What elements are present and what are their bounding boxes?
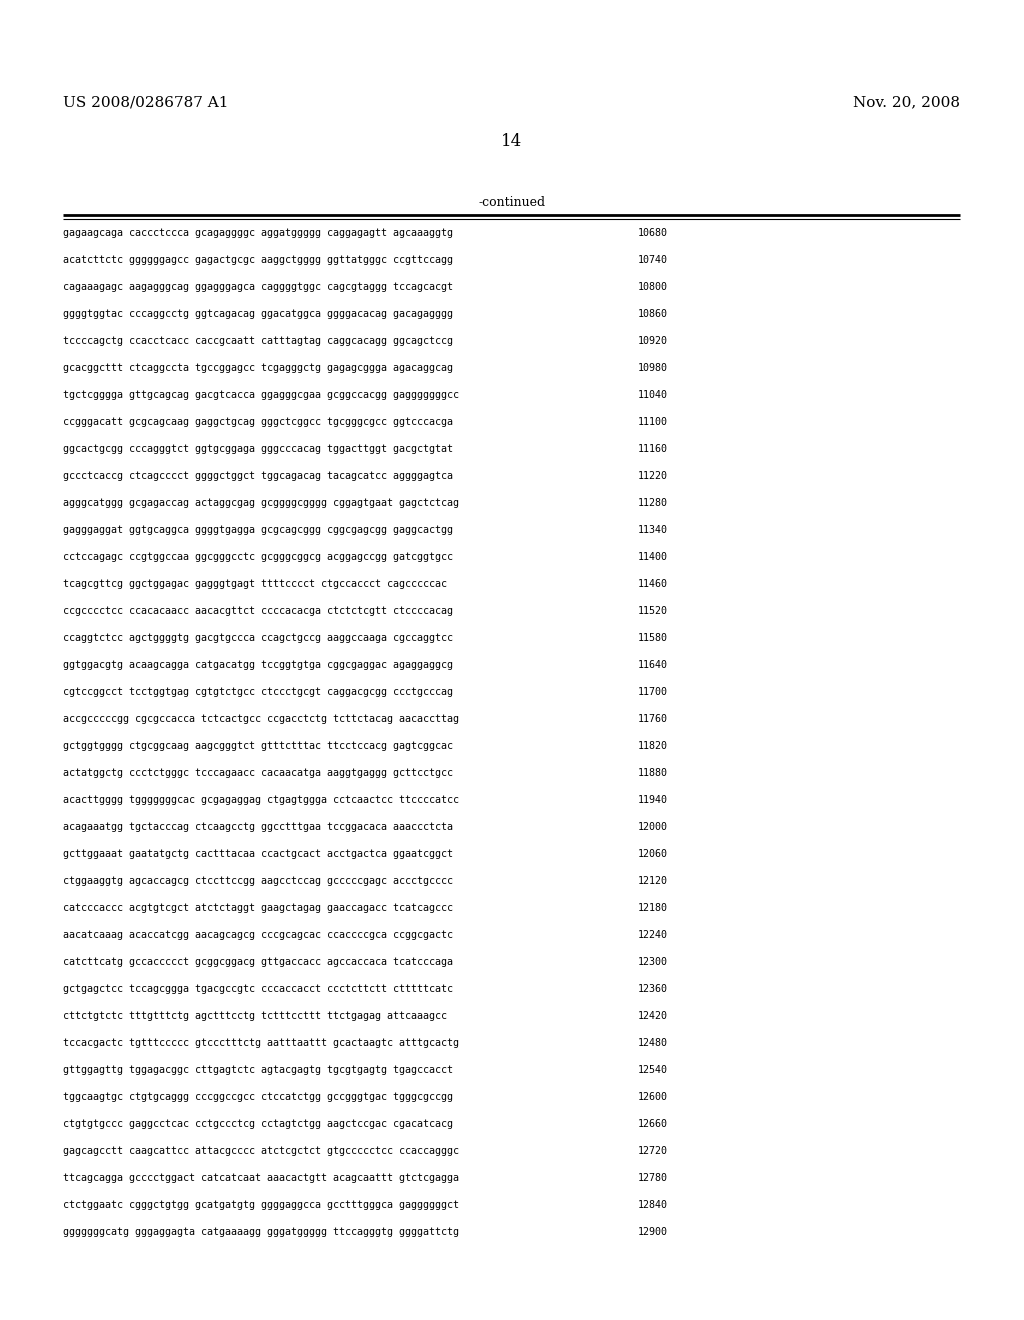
Text: gctgagctcc tccagcggga tgacgccgtc cccaccacct ccctcttctt ctttttcatc: gctgagctcc tccagcggga tgacgccgtc cccacca…: [63, 983, 453, 994]
Text: 12780: 12780: [638, 1173, 668, 1183]
Text: ccgcccctcc ccacacaacc aacacgttct ccccacacga ctctctcgtt ctccccacag: ccgcccctcc ccacacaacc aacacgttct ccccaca…: [63, 606, 453, 616]
Text: tcagcgttcg ggctggagac gagggtgagt ttttcccct ctgccaccct cagcccccac: tcagcgttcg ggctggagac gagggtgagt ttttccc…: [63, 579, 447, 589]
Text: 12300: 12300: [638, 957, 668, 968]
Text: tggcaagtgc ctgtgcaggg cccggccgcc ctccatctgg gccgggtgac tgggcgccgg: tggcaagtgc ctgtgcaggg cccggccgcc ctccatc…: [63, 1092, 453, 1102]
Text: 11040: 11040: [638, 389, 668, 400]
Text: actatggctg ccctctgggc tcccagaacc cacaacatga aaggtgaggg gcttcctgcc: actatggctg ccctctgggc tcccagaacc cacaaca…: [63, 768, 453, 777]
Text: 10860: 10860: [638, 309, 668, 319]
Text: 11340: 11340: [638, 525, 668, 535]
Text: 11460: 11460: [638, 579, 668, 589]
Text: 11880: 11880: [638, 768, 668, 777]
Text: 10680: 10680: [638, 228, 668, 238]
Text: 11520: 11520: [638, 606, 668, 616]
Text: gagggaggat ggtgcaggca ggggtgagga gcgcagcggg cggcgagcgg gaggcactgg: gagggaggat ggtgcaggca ggggtgagga gcgcagc…: [63, 525, 453, 535]
Text: 12720: 12720: [638, 1146, 668, 1156]
Text: ctctggaatc cgggctgtgg gcatgatgtg ggggaggcca gcctttgggca gaggggggct: ctctggaatc cgggctgtgg gcatgatgtg ggggagg…: [63, 1200, 459, 1210]
Text: Nov. 20, 2008: Nov. 20, 2008: [853, 95, 961, 110]
Text: 12660: 12660: [638, 1119, 668, 1129]
Text: 12600: 12600: [638, 1092, 668, 1102]
Text: accgcccccgg cgcgccacca tctcactgcc ccgacctctg tcttctacag aacaccttag: accgcccccgg cgcgccacca tctcactgcc ccgacc…: [63, 714, 459, 723]
Text: 12000: 12000: [638, 822, 668, 832]
Text: ctggaaggtg agcaccagcg ctccttccgg aagcctccag gcccccgagc accctgcccc: ctggaaggtg agcaccagcg ctccttccgg aagcctc…: [63, 876, 453, 886]
Text: 12120: 12120: [638, 876, 668, 886]
Text: 10920: 10920: [638, 337, 668, 346]
Text: ttcagcagga gcccctggact catcatcaat aaacactgtt acagcaattt gtctcgagga: ttcagcagga gcccctggact catcatcaat aaacac…: [63, 1173, 459, 1183]
Text: 12540: 12540: [638, 1065, 668, 1074]
Text: catcccaccc acgtgtcgct atctctaggt gaagctagag gaaccagacc tcatcagccc: catcccaccc acgtgtcgct atctctaggt gaagcta…: [63, 903, 453, 913]
Text: 11940: 11940: [638, 795, 668, 805]
Text: 12840: 12840: [638, 1200, 668, 1210]
Text: acagaaatgg tgctacccag ctcaagcctg ggcctttgaa tccggacaca aaaccctcta: acagaaatgg tgctacccag ctcaagcctg ggccttt…: [63, 822, 453, 832]
Text: ccgggacatt gcgcagcaag gaggctgcag gggctcggcc tgcgggcgcc ggtcccacga: ccgggacatt gcgcagcaag gaggctgcag gggctcg…: [63, 417, 453, 426]
Text: agggcatggg gcgagaccag actaggcgag gcggggcgggg cggagtgaat gagctctcag: agggcatggg gcgagaccag actaggcgag gcggggc…: [63, 498, 459, 508]
Text: gttggagttg tggagacggc cttgagtctc agtacgagtg tgcgtgagtg tgagccacct: gttggagttg tggagacggc cttgagtctc agtacga…: [63, 1065, 453, 1074]
Text: ggtggacgtg acaagcagga catgacatgg tccggtgtga cggcgaggac agaggaggcg: ggtggacgtg acaagcagga catgacatgg tccggtg…: [63, 660, 453, 671]
Text: 12060: 12060: [638, 849, 668, 859]
Text: ggcactgcgg cccagggtct ggtgcggaga gggcccacag tggacttggt gacgctgtat: ggcactgcgg cccagggtct ggtgcggaga gggccca…: [63, 444, 453, 454]
Text: gagcagcctt caagcattcc attacgcccc atctcgctct gtgccccctcc ccaccagggc: gagcagcctt caagcattcc attacgcccc atctcgc…: [63, 1146, 459, 1156]
Text: 12240: 12240: [638, 931, 668, 940]
Text: 11400: 11400: [638, 552, 668, 562]
Text: US 2008/0286787 A1: US 2008/0286787 A1: [63, 95, 228, 110]
Text: cgtccggcct tcctggtgag cgtgtctgcc ctccctgcgt caggacgcgg ccctgcccag: cgtccggcct tcctggtgag cgtgtctgcc ctccctg…: [63, 686, 453, 697]
Text: aacatcaaag acaccatcgg aacagcagcg cccgcagcac ccaccccgca ccggcgactc: aacatcaaag acaccatcgg aacagcagcg cccgcag…: [63, 931, 453, 940]
Text: 11820: 11820: [638, 741, 668, 751]
Text: cctccagagc ccgtggccaa ggcgggcctc gcgggcggcg acggagccgg gatcggtgcc: cctccagagc ccgtggccaa ggcgggcctc gcgggcg…: [63, 552, 453, 562]
Text: 12900: 12900: [638, 1228, 668, 1237]
Text: gcacggcttt ctcaggccta tgccggagcc tcgagggctg gagagcggga agacaggcag: gcacggcttt ctcaggccta tgccggagcc tcgaggg…: [63, 363, 453, 374]
Text: ggggtggtac cccaggcctg ggtcagacag ggacatggca ggggacacag gacagagggg: ggggtggtac cccaggcctg ggtcagacag ggacatg…: [63, 309, 453, 319]
Text: ccaggtctcc agctggggtg gacgtgccca ccagctgccg aaggccaaga cgccaggtcc: ccaggtctcc agctggggtg gacgtgccca ccagctg…: [63, 634, 453, 643]
Text: tccccagctg ccacctcacc caccgcaatt catttagtag caggcacagg ggcagctccg: tccccagctg ccacctcacc caccgcaatt catttag…: [63, 337, 453, 346]
Text: tgctcgggga gttgcagcag gacgtcacca ggagggcgaa gcggccacgg gagggggggcc: tgctcgggga gttgcagcag gacgtcacca ggagggc…: [63, 389, 459, 400]
Text: 11700: 11700: [638, 686, 668, 697]
Text: 10740: 10740: [638, 255, 668, 265]
Text: 12420: 12420: [638, 1011, 668, 1020]
Text: 14: 14: [502, 133, 522, 150]
Text: 11280: 11280: [638, 498, 668, 508]
Text: gcttggaaat gaatatgctg cactttacaa ccactgcact acctgactca ggaatcggct: gcttggaaat gaatatgctg cactttacaa ccactgc…: [63, 849, 453, 859]
Text: 10980: 10980: [638, 363, 668, 374]
Text: 11160: 11160: [638, 444, 668, 454]
Text: gctggtgggg ctgcggcaag aagcgggtct gtttctttac ttcctccacg gagtcggcac: gctggtgggg ctgcggcaag aagcgggtct gtttctt…: [63, 741, 453, 751]
Text: 12180: 12180: [638, 903, 668, 913]
Text: acatcttctc ggggggagcc gagactgcgc aaggctgggg ggttatgggc ccgttccagg: acatcttctc ggggggagcc gagactgcgc aaggctg…: [63, 255, 453, 265]
Text: 12360: 12360: [638, 983, 668, 994]
Text: gggggggcatg gggaggagta catgaaaagg gggatggggg ttccagggtg ggggattctg: gggggggcatg gggaggagta catgaaaagg gggatg…: [63, 1228, 459, 1237]
Text: cttctgtctc tttgtttctg agctttcctg tctttccttt ttctgagag attcaaagcc: cttctgtctc tttgtttctg agctttcctg tctttcc…: [63, 1011, 447, 1020]
Text: gccctcaccg ctcagcccct ggggctggct tggcagacag tacagcatcc aggggagtca: gccctcaccg ctcagcccct ggggctggct tggcaga…: [63, 471, 453, 480]
Text: gagaagcaga caccctccca gcagaggggc aggatggggg caggagagtt agcaaaggtg: gagaagcaga caccctccca gcagaggggc aggatgg…: [63, 228, 453, 238]
Text: ctgtgtgccc gaggcctcac cctgccctcg cctagtctgg aagctccgac cgacatcacg: ctgtgtgccc gaggcctcac cctgccctcg cctagtc…: [63, 1119, 453, 1129]
Text: 10800: 10800: [638, 282, 668, 292]
Text: cagaaagagc aagagggcag ggagggagca caggggtggc cagcgtaggg tccagcacgt: cagaaagagc aagagggcag ggagggagca caggggt…: [63, 282, 453, 292]
Text: tccacgactc tgtttccccc gtccctttctg aatttaattt gcactaagtc atttgcactg: tccacgactc tgtttccccc gtccctttctg aattta…: [63, 1038, 459, 1048]
Text: acacttgggg tgggggggcac gcgagaggag ctgagtggga cctcaactcc ttccccatcc: acacttgggg tgggggggcac gcgagaggag ctgagt…: [63, 795, 459, 805]
Text: 11580: 11580: [638, 634, 668, 643]
Text: 11220: 11220: [638, 471, 668, 480]
Text: 12480: 12480: [638, 1038, 668, 1048]
Text: 11640: 11640: [638, 660, 668, 671]
Text: 11100: 11100: [638, 417, 668, 426]
Text: 11760: 11760: [638, 714, 668, 723]
Text: -continued: -continued: [478, 195, 546, 209]
Text: catcttcatg gccaccccct gcggcggacg gttgaccacc agccaccaca tcatcccaga: catcttcatg gccaccccct gcggcggacg gttgacc…: [63, 957, 453, 968]
